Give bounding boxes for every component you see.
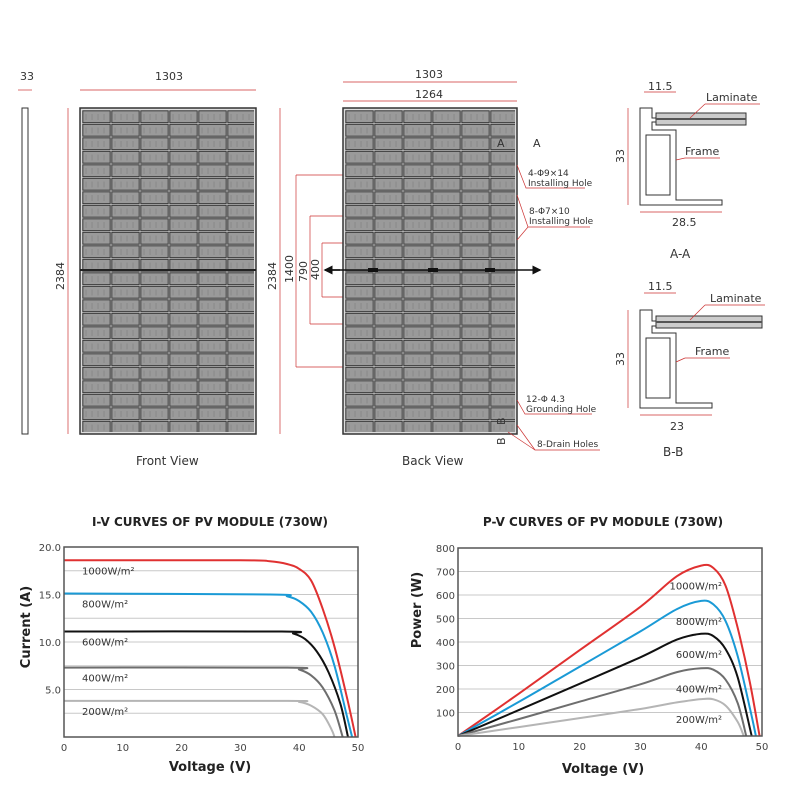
front-height-label: 2384: [54, 262, 67, 290]
x-tick-label: 50: [352, 743, 365, 754]
back-inner-width-label: 1264: [415, 88, 443, 101]
y-tick-label: 20.0: [39, 543, 61, 554]
series-line-200: [457, 697, 745, 737]
back-outer-width-label: 1303: [415, 68, 443, 81]
x-tick-label: 20: [175, 743, 188, 754]
y-tick-label: 300: [436, 662, 455, 673]
section-bb: 11.5 Laminate 33 Frame 23 B-B: [614, 280, 765, 459]
y-tick-label: 700: [436, 568, 455, 579]
hole-spacing-1400: 1400: [283, 255, 296, 283]
y-tick-label: 200: [436, 685, 455, 696]
bb-laminate-label: Laminate: [710, 292, 762, 305]
series-line-600: [63, 630, 349, 738]
series-label: 800W/m²: [82, 600, 128, 611]
series-label: 600W/m²: [82, 638, 128, 649]
plot-frame: [63, 546, 359, 738]
iv-x-axis-label: Voltage (V): [169, 760, 251, 775]
pv-chart: P-V CURVES OF PV MODULE (730W) Voltage (…: [410, 515, 768, 777]
series-line-1000: [457, 563, 761, 737]
bb-height-dim: 33: [614, 352, 627, 366]
x-tick-label: 10: [512, 742, 525, 753]
series-line-1000: [63, 559, 357, 738]
y-tick-label: 500: [436, 615, 455, 626]
x-tick-label: 50: [756, 742, 769, 753]
side-thickness-label: 33: [20, 70, 34, 83]
x-tick-label: 40: [293, 743, 306, 754]
series-line-600: [457, 632, 753, 737]
pv-x-axis-label: Voltage (V): [562, 762, 644, 777]
pv-y-axis-label: Power (W): [410, 572, 425, 648]
back-view-caption: Back View: [402, 454, 464, 468]
y-tick-label: 800: [436, 544, 455, 555]
callout-2-name: Installing Hole: [529, 217, 594, 227]
x-tick-label: 0: [61, 743, 67, 754]
x-tick-label: 10: [116, 743, 129, 754]
series-line-400: [63, 666, 344, 738]
series-label: 1000W/m²: [670, 582, 722, 593]
hole-spacing-790: 790: [297, 261, 310, 282]
y-tick-label: 400: [436, 638, 455, 649]
series-label: 400W/m²: [676, 684, 722, 695]
front-view-caption: Front View: [136, 454, 199, 468]
series-label: 200W/m²: [676, 715, 722, 726]
callout-4-spec: 8-Drain Holes: [537, 440, 598, 450]
x-tick-label: 20: [573, 742, 586, 753]
back-height-label: 2384: [266, 262, 279, 290]
plot-frame: [457, 547, 763, 737]
callout-2-spec: 8-Φ7×10: [529, 207, 570, 217]
iv-y-axis-label: Current (A): [19, 586, 34, 668]
bb-caption: B-B: [663, 445, 683, 459]
series-line-400: [457, 667, 748, 737]
series-label: 1000W/m²: [82, 566, 134, 577]
section-a-marker-left: A: [497, 137, 505, 150]
bb-top-dim: 11.5: [648, 280, 673, 293]
y-tick-label: 10.0: [39, 638, 61, 649]
x-tick-label: 30: [234, 743, 247, 754]
series-label: 400W/m²: [82, 674, 128, 685]
series-label: 200W/m²: [82, 707, 128, 718]
aa-bottom-dim: 28.5: [672, 216, 697, 229]
series-line-200: [63, 699, 336, 738]
section-a-marker-right: A: [533, 137, 541, 150]
section-b-marker-top: B: [495, 417, 508, 425]
aa-top-dim: 11.5: [648, 80, 673, 93]
front-width-label: 1303: [155, 70, 183, 83]
section-aa: 11.5 Laminate 33 Frame 28.5 A-A: [614, 80, 760, 261]
hole-spacing-400: 400: [309, 259, 322, 280]
aa-height-dim: 33: [614, 149, 627, 163]
x-tick-label: 0: [455, 742, 461, 753]
section-b-marker-bottom: B: [495, 437, 508, 445]
front-view: 1303 2384 Front View: [54, 70, 257, 468]
pv-chart-title: P-V CURVES OF PV MODULE (730W): [483, 515, 723, 529]
y-tick-label: 600: [436, 591, 455, 602]
side-view: 33: [18, 70, 34, 435]
callout-1-spec: 4-Φ9×14: [528, 169, 569, 179]
series-label: 600W/m²: [676, 650, 722, 661]
y-tick-label: 5.0: [45, 686, 61, 697]
y-tick-label: 15.0: [39, 591, 61, 602]
iv-chart-title: I-V CURVES OF PV MODULE (730W): [92, 515, 328, 529]
callout-1-name: Installing Hole: [528, 179, 593, 189]
aa-caption: A-A: [670, 247, 691, 261]
aa-laminate-label: Laminate: [706, 91, 758, 104]
x-tick-label: 40: [695, 742, 708, 753]
aa-frame-label: Frame: [685, 145, 720, 158]
bb-bottom-dim: 23: [670, 420, 684, 433]
x-tick-label: 30: [634, 742, 647, 753]
series-label: 800W/m²: [676, 617, 722, 628]
y-tick-label: 100: [436, 709, 455, 720]
bb-frame-label: Frame: [695, 345, 730, 358]
callout-3-spec: 12-Φ 4.3: [526, 395, 565, 405]
callout-3-name: Grounding Hole: [526, 405, 597, 415]
series-line-800: [457, 599, 757, 737]
back-view: 1303 1264 2384 1400 790 400 A A B B 4: [266, 68, 600, 468]
iv-chart: I-V CURVES OF PV MODULE (730W) Voltage (…: [19, 515, 364, 775]
series-line-800: [63, 592, 354, 738]
